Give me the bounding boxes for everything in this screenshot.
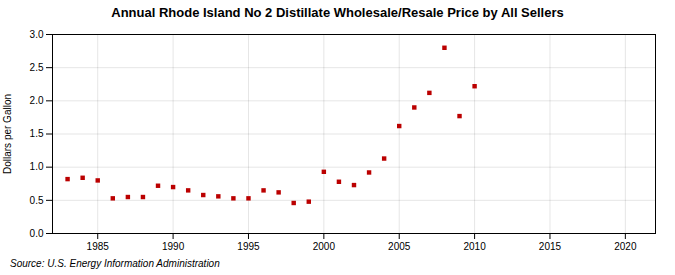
svg-text:1.5: 1.5 [30,128,44,139]
svg-text:2015: 2015 [539,241,562,252]
svg-text:2.5: 2.5 [30,62,44,73]
svg-text:2005: 2005 [388,241,411,252]
svg-text:3.0: 3.0 [30,29,44,40]
svg-text:0.0: 0.0 [30,228,44,239]
html-text:Source: U.S. Energy Informatio: Source: U.S. Energy Information Administ… [10,258,220,269]
svg-text:2020: 2020 [614,241,637,252]
svg-text:1985: 1985 [87,241,110,252]
svg-text:1995: 1995 [237,241,260,252]
svg-text:1.0: 1.0 [30,161,44,172]
svg-text:0.5: 0.5 [30,195,44,206]
svg-text:2.0: 2.0 [30,95,44,106]
svg-text:2000: 2000 [313,241,336,252]
svg-text:1990: 1990 [162,241,185,252]
svg-text:2010: 2010 [463,241,486,252]
svg-text:Dollars per Gallon: Dollars per Gallon [2,94,13,174]
html-text:Annual Rhode Island No 2 Disti: Annual Rhode Island No 2 Distillate Whol… [111,5,564,20]
